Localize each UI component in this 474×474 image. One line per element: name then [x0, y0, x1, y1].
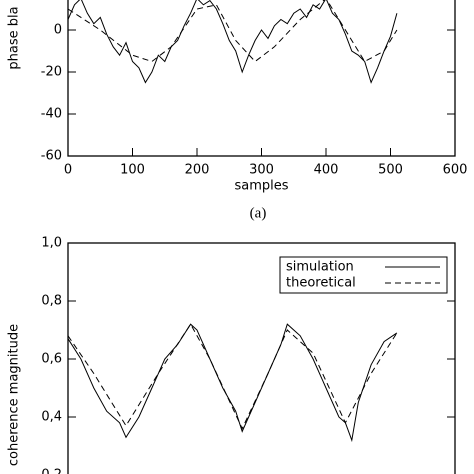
y-tick-label: 0: [54, 23, 62, 38]
legend-label: simulation: [286, 260, 354, 275]
y-tick-label: 0,4: [41, 410, 62, 425]
y-tick-label: -40: [41, 107, 62, 122]
x-tick-label: 100: [120, 163, 145, 178]
legend-box: [279, 256, 448, 294]
caption: (a): [250, 205, 267, 221]
x-tick-label: 400: [314, 163, 339, 178]
series-line: [67, 323, 398, 443]
series-line: [67, 0, 398, 63]
x-tick-label: 600: [443, 163, 468, 178]
y-tick-label: 0,6: [41, 352, 62, 367]
y-tick-label: 0,2: [41, 468, 62, 474]
series-line: [67, 0, 398, 84]
plot-frame: [67, 0, 456, 157]
x-tick-label: 500: [378, 163, 403, 178]
x-tick-label: 0: [64, 163, 72, 178]
series-line: [67, 323, 398, 430]
legend-label: theoretical: [286, 276, 356, 291]
y-axis-label: phase bla: [7, 6, 22, 69]
y-tick-label: 0,8: [41, 294, 62, 309]
x-tick-label: 200: [185, 163, 210, 178]
y-tick-label: -60: [41, 149, 62, 164]
y-axis-label: coherence magnitude: [7, 324, 22, 466]
y-tick-label: 1,0: [41, 236, 62, 251]
x-axis-label: samples: [234, 179, 288, 194]
x-tick-label: 300: [249, 163, 274, 178]
y-tick-label: -20: [41, 65, 62, 80]
